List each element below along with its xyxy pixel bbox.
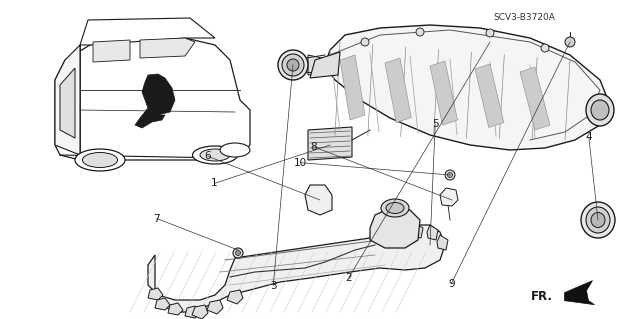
Polygon shape <box>520 67 550 130</box>
Polygon shape <box>340 55 365 120</box>
Text: 8: 8 <box>310 142 317 152</box>
Circle shape <box>541 44 549 52</box>
Polygon shape <box>93 40 130 62</box>
Ellipse shape <box>591 100 609 120</box>
Polygon shape <box>325 25 610 150</box>
Ellipse shape <box>581 202 615 238</box>
Polygon shape <box>207 300 223 314</box>
Polygon shape <box>564 281 595 305</box>
Ellipse shape <box>278 50 308 80</box>
Circle shape <box>361 38 369 46</box>
Polygon shape <box>185 306 200 318</box>
Ellipse shape <box>386 203 404 213</box>
Text: 5: 5 <box>432 119 438 130</box>
Text: 7: 7 <box>154 213 160 224</box>
Polygon shape <box>60 68 75 138</box>
Polygon shape <box>148 225 445 312</box>
Ellipse shape <box>193 146 237 164</box>
Text: SCV3-B3720A: SCV3-B3720A <box>494 13 556 22</box>
Polygon shape <box>168 303 183 315</box>
Text: 9: 9 <box>448 279 454 289</box>
Polygon shape <box>370 208 420 248</box>
Polygon shape <box>140 38 195 58</box>
Text: 10: 10 <box>294 158 307 168</box>
Circle shape <box>486 29 494 37</box>
Text: 6: 6 <box>205 151 211 161</box>
Ellipse shape <box>381 199 409 217</box>
Circle shape <box>445 170 455 180</box>
Polygon shape <box>227 290 243 304</box>
Ellipse shape <box>200 149 230 161</box>
Ellipse shape <box>282 54 304 76</box>
Polygon shape <box>142 74 175 115</box>
Circle shape <box>565 37 575 47</box>
Circle shape <box>447 173 452 177</box>
Polygon shape <box>308 127 352 160</box>
Polygon shape <box>80 18 215 45</box>
Ellipse shape <box>287 59 299 71</box>
Ellipse shape <box>75 149 125 171</box>
Polygon shape <box>135 108 165 128</box>
Text: 1: 1 <box>211 178 218 189</box>
Circle shape <box>236 250 241 256</box>
Polygon shape <box>385 58 412 122</box>
Polygon shape <box>148 288 163 300</box>
Polygon shape <box>305 185 332 215</box>
Circle shape <box>233 248 243 258</box>
Ellipse shape <box>83 152 118 167</box>
Polygon shape <box>430 61 458 125</box>
Text: 4: 4 <box>586 132 592 142</box>
Polygon shape <box>412 223 423 238</box>
Polygon shape <box>437 235 448 250</box>
Polygon shape <box>55 45 80 155</box>
Polygon shape <box>427 225 438 240</box>
Ellipse shape <box>586 94 614 126</box>
Polygon shape <box>310 52 340 78</box>
Text: 3: 3 <box>270 280 276 291</box>
Polygon shape <box>308 55 325 75</box>
Text: 2: 2 <box>346 272 352 283</box>
Ellipse shape <box>220 143 250 157</box>
Polygon shape <box>155 298 170 310</box>
Polygon shape <box>55 38 250 160</box>
Circle shape <box>416 28 424 36</box>
Polygon shape <box>475 64 504 128</box>
Polygon shape <box>440 188 458 206</box>
Ellipse shape <box>591 212 605 227</box>
Polygon shape <box>192 305 208 319</box>
Ellipse shape <box>586 207 610 233</box>
Text: FR.: FR. <box>531 290 552 303</box>
